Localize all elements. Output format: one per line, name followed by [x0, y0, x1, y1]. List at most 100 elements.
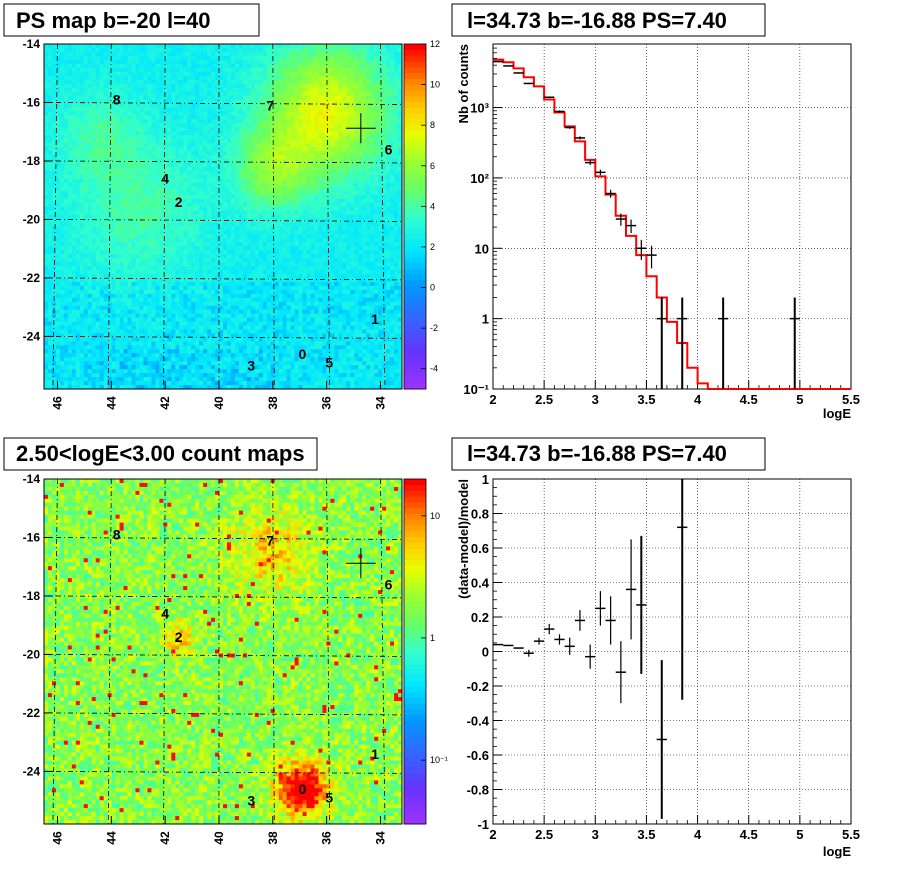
heatmap-cell — [44, 194, 49, 200]
heatmap-cell — [242, 99, 248, 104]
heatmap-cell — [79, 59, 85, 65]
heatmap-cell — [270, 162, 276, 168]
heatmap-cell — [71, 238, 77, 243]
heatmap-cell — [44, 63, 49, 69]
heatmap-cell — [51, 159, 57, 164]
heatmap-cell — [99, 63, 105, 69]
heatmap-cell — [44, 123, 49, 128]
heatmap-cell — [394, 111, 399, 116]
heatmap-cell — [382, 159, 387, 164]
heatmap-cell — [294, 47, 299, 53]
heatmap-cell — [250, 206, 256, 211]
heatmap-cell — [191, 95, 196, 100]
heatmap-cell — [83, 123, 89, 128]
heatmap-cell — [294, 131, 299, 136]
heatmap-cell — [346, 210, 351, 215]
heatmap-cell — [223, 119, 228, 124]
heatmap-cell — [298, 47, 303, 53]
heatmap-cell — [398, 178, 403, 184]
heatmap-cell — [258, 178, 264, 184]
heatmap-cell — [75, 51, 81, 57]
heatmap-cell — [310, 91, 315, 96]
heatmap-cell — [250, 178, 256, 184]
heatmap-cell — [242, 230, 248, 235]
heatmap-cell — [123, 151, 128, 156]
heatmap-cell — [155, 250, 160, 255]
heatmap-cell — [51, 262, 57, 267]
heatmap-cell — [155, 162, 160, 168]
heatmap-cell — [151, 218, 156, 223]
heatmap-cell — [302, 190, 307, 196]
heatmap-cell — [211, 254, 216, 259]
heatmap-cell — [99, 135, 105, 140]
heatmap-cell — [219, 95, 224, 100]
heatmap-cell — [215, 254, 220, 259]
heatmap-cell — [103, 75, 109, 81]
heatmap-cell — [123, 198, 128, 204]
heatmap-cell — [254, 75, 260, 81]
heatmap-cell — [254, 123, 260, 128]
heatmap-cell — [103, 119, 109, 124]
heatmap-cell — [350, 234, 355, 239]
heatmap-cell — [171, 186, 176, 192]
heatmap-cell — [334, 91, 339, 96]
heatmap-cell — [238, 166, 244, 172]
heatmap-cell — [79, 127, 85, 132]
heatmap-cell — [230, 214, 236, 219]
heatmap-cell — [199, 214, 204, 219]
heatmap-cell — [175, 170, 180, 176]
heatmap-cell — [262, 44, 268, 49]
heatmap-cell — [131, 67, 136, 73]
heatmap-cell — [238, 71, 244, 77]
heatmap-cell — [338, 115, 343, 120]
heatmap-cell — [346, 67, 351, 73]
heatmap-cell — [246, 222, 252, 227]
heatmap-cell — [75, 143, 81, 148]
heatmap-cell — [115, 254, 120, 259]
heatmap-cell — [191, 162, 196, 168]
heatmap-cell — [51, 230, 57, 235]
heatmap-cell — [199, 174, 204, 180]
heatmap-cell — [354, 44, 359, 49]
heatmap-cell — [63, 75, 69, 81]
heatmap-cell — [326, 194, 331, 200]
heatmap-cell — [362, 242, 367, 247]
heatmap-cell — [183, 131, 188, 136]
heatmap-cell — [386, 131, 391, 136]
heatmap-cell — [115, 246, 120, 251]
heatmap-cell — [258, 242, 264, 247]
heatmap-cell — [346, 95, 351, 100]
heatmap-cell — [91, 242, 97, 247]
heatmap-cell — [282, 123, 288, 128]
heatmap-cell — [366, 218, 371, 223]
heatmap-cell — [135, 107, 140, 112]
heatmap-cell — [246, 198, 252, 204]
heatmap-cell — [187, 214, 192, 219]
heatmap-cell — [330, 166, 335, 172]
heatmap-cell — [103, 254, 109, 259]
heatmap-cell — [350, 59, 355, 65]
heatmap-cell — [330, 214, 335, 219]
heatmap-cell — [270, 238, 276, 243]
heatmap-cell — [358, 99, 363, 104]
heatmap-cell — [163, 79, 168, 85]
heatmap-cell — [159, 131, 164, 136]
heatmap-cell — [290, 131, 295, 136]
heatmap-cell — [266, 202, 272, 207]
heatmap-cell — [175, 222, 180, 227]
heatmap-cell — [274, 44, 280, 49]
heatmap-cell — [258, 210, 264, 215]
heatmap-cell — [187, 206, 192, 211]
heatmap-cell — [199, 51, 204, 57]
heatmap-cell — [127, 103, 132, 108]
heatmap-cell — [306, 250, 311, 255]
heatmap-cell — [242, 210, 248, 215]
heatmap-cell — [254, 51, 260, 57]
heatmap-cell — [230, 127, 236, 132]
heatmap-cell — [211, 186, 216, 192]
heatmap-cell — [374, 202, 379, 207]
heatmap-cell — [159, 238, 164, 243]
heatmap-cell — [75, 174, 81, 180]
heatmap-cell — [203, 234, 208, 239]
heatmap-cell — [278, 119, 284, 124]
